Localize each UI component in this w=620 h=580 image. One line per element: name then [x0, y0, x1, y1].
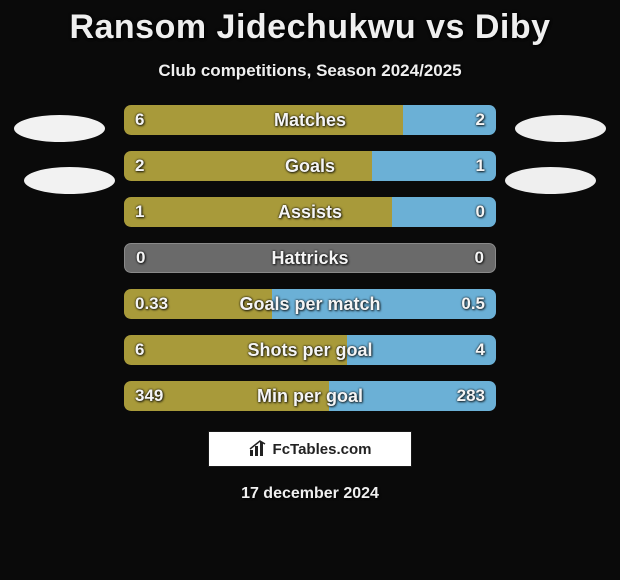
- stat-row: 21Goals: [124, 151, 496, 181]
- stat-segment-left: [124, 335, 347, 365]
- chart-area: 62Matches 21Goals 10Assists 0 0Hattricks 0.33…: [0, 105, 620, 411]
- stat-segment-right: [347, 335, 496, 365]
- player-right-token: [515, 115, 606, 142]
- page-subtitle: Club competitions, Season 2024/2025: [0, 61, 620, 81]
- stat-row: 0 0Hattricks: [124, 243, 496, 273]
- stat-segment-right: [272, 289, 496, 319]
- stat-segment-right: [403, 105, 496, 135]
- stat-row: 349283Min per goal: [124, 381, 496, 411]
- stat-bars: 62Matches 21Goals 10Assists 0 0Hattricks 0.33…: [124, 105, 496, 411]
- attribution-box: FcTables.com: [208, 431, 412, 467]
- stat-value-right: 0: [475, 244, 484, 272]
- stat-segment-left: [124, 381, 329, 411]
- player-left-token: [24, 167, 115, 194]
- stat-segment-left: [124, 105, 403, 135]
- stat-row: 62Matches: [124, 105, 496, 135]
- attribution-text: FcTables.com: [273, 441, 372, 458]
- page-title: Ransom Jidechukwu vs Diby: [0, 8, 620, 47]
- stat-segment-right: [372, 151, 496, 181]
- stat-segment-left: [124, 197, 392, 227]
- stat-segment-right: [392, 197, 496, 227]
- stat-segment-left: [124, 151, 372, 181]
- stat-row: 64Shots per goal: [124, 335, 496, 365]
- stat-value-left: 0: [136, 244, 145, 272]
- stat-segment-right: [329, 381, 496, 411]
- chart-icon: [249, 440, 267, 458]
- player-right-token: [505, 167, 596, 194]
- stat-row: 10Assists: [124, 197, 496, 227]
- stat-row: 0.330.5Goals per match: [124, 289, 496, 319]
- date-text: 17 december 2024: [0, 485, 620, 503]
- stat-segment-left: [124, 289, 272, 319]
- player-left-token: [14, 115, 105, 142]
- stat-label: Hattricks: [125, 244, 495, 272]
- comparison-infographic: Ransom Jidechukwu vs Diby Club competiti…: [0, 0, 620, 580]
